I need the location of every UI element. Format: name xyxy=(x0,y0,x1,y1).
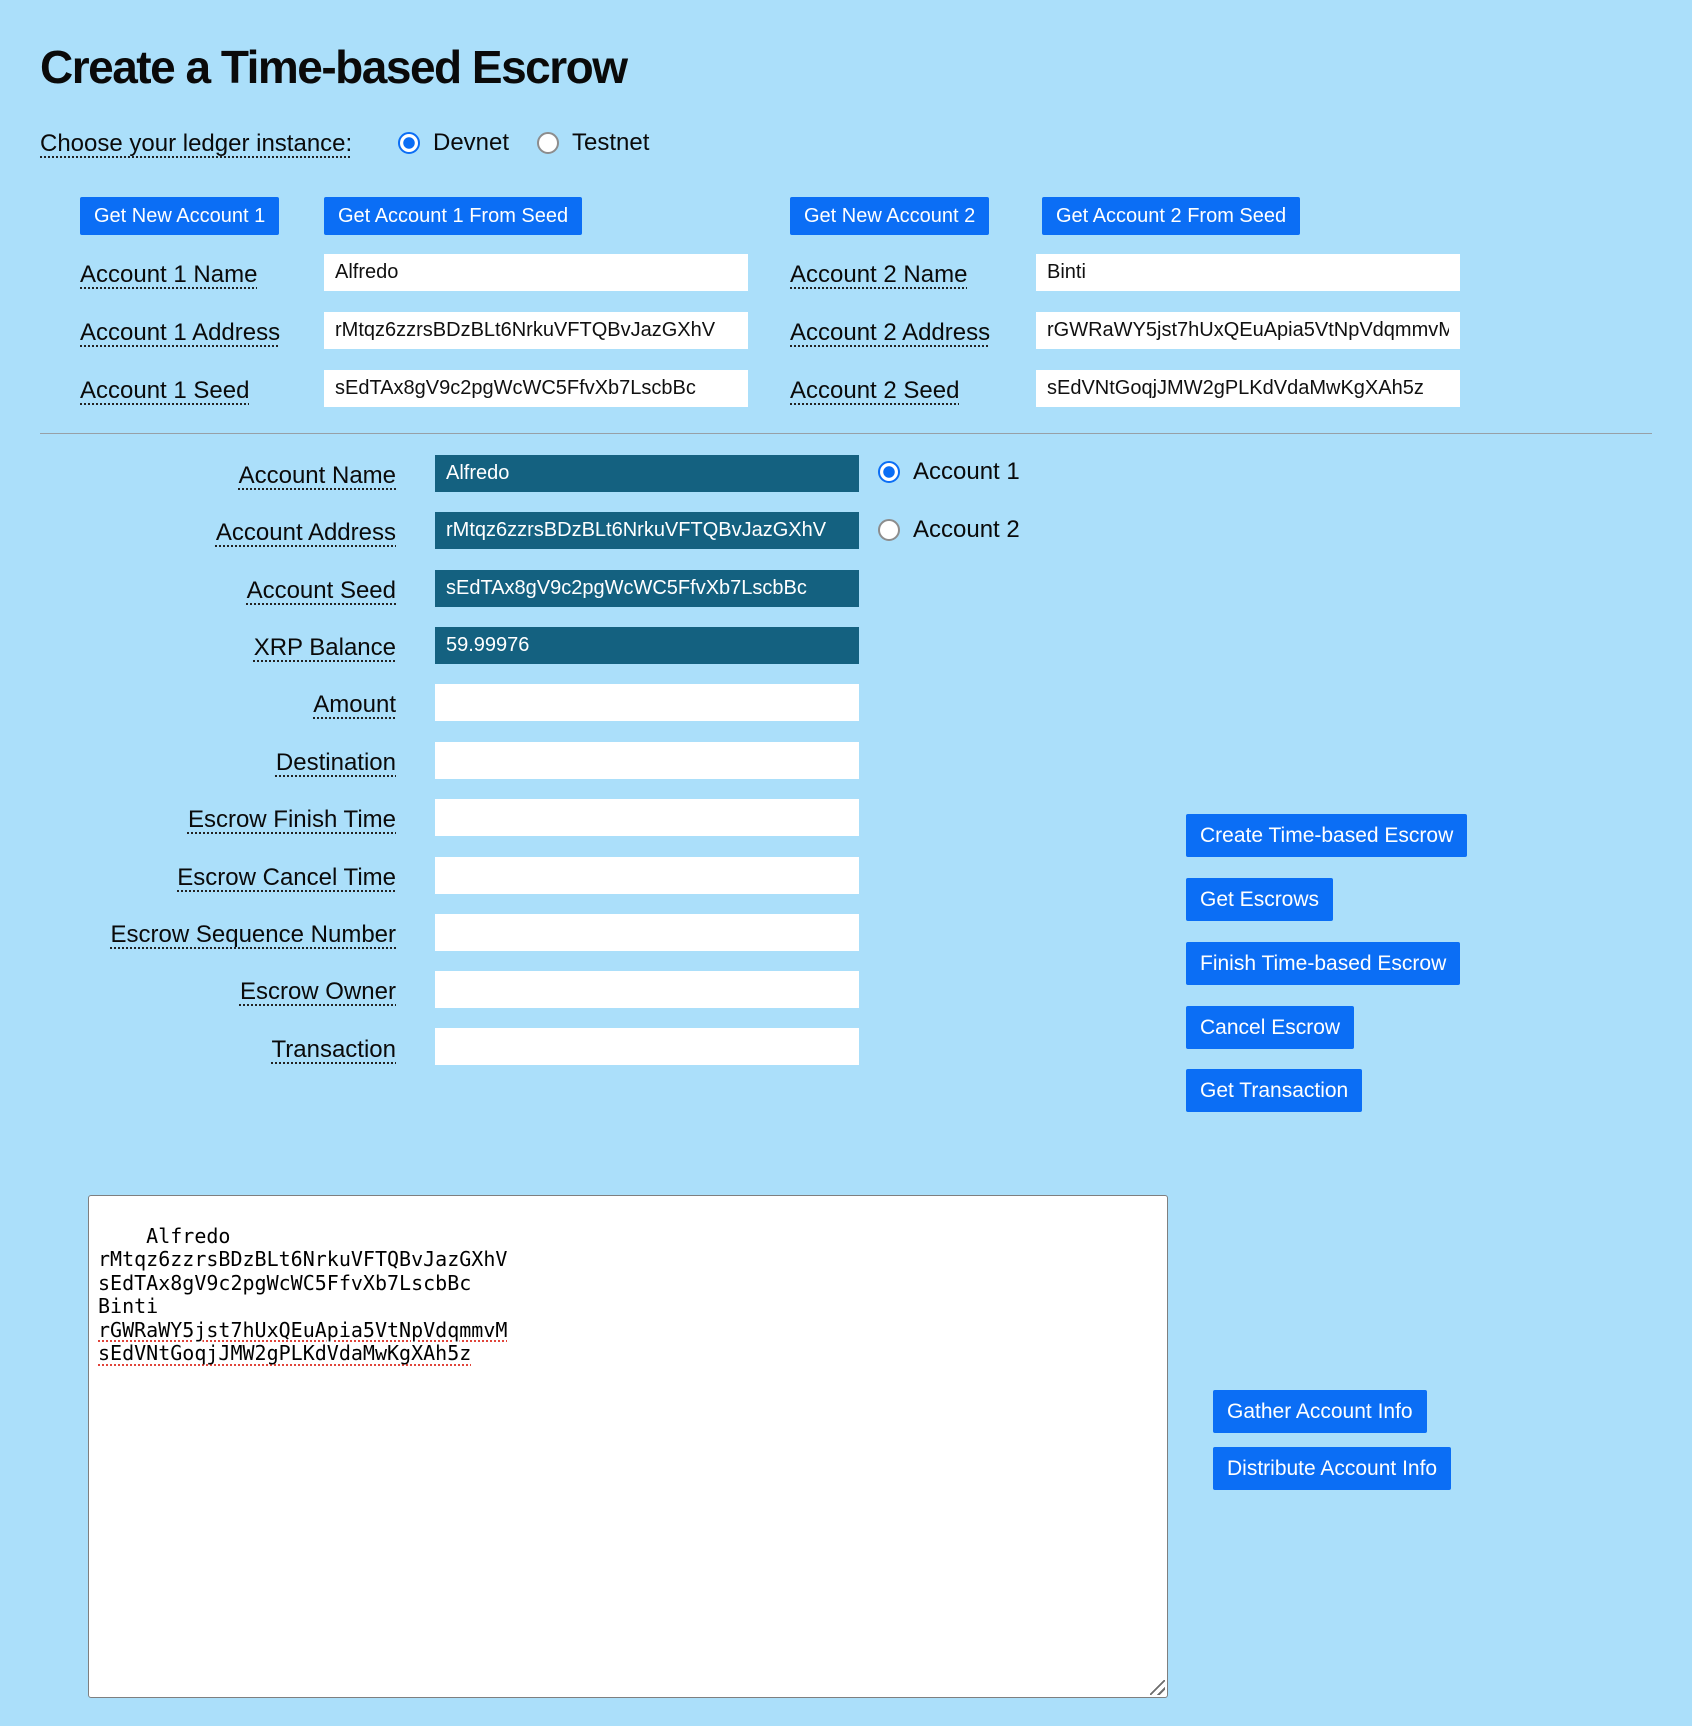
account-1-seed-label: Account 1 Seed xyxy=(80,377,250,404)
account-1-radio[interactable] xyxy=(878,461,900,483)
get-account-1-from-seed-button[interactable]: Get Account 1 From Seed xyxy=(324,197,583,235)
account-2-address-label: Account 2 Address xyxy=(790,319,991,346)
account-2-radio-label[interactable]: Account 2 xyxy=(913,516,1020,543)
amount-label: Amount xyxy=(313,691,396,718)
account-1-seed-input[interactable] xyxy=(324,370,748,407)
account-2-name-label: Account 2 Name xyxy=(790,261,968,288)
finish-time-based-escrow-button[interactable]: Finish Time-based Escrow xyxy=(1186,942,1461,985)
account-1-address-label: Account 1 Address xyxy=(80,319,281,346)
account-2-address-input[interactable] xyxy=(1036,312,1460,349)
xrp-balance-field[interactable] xyxy=(435,627,859,664)
account-2-seed-label: Account 2 Seed xyxy=(790,377,960,404)
escrow-cancel-time-label: Escrow Cancel Time xyxy=(177,864,396,891)
account-seed-label: Account Seed xyxy=(246,577,396,604)
section-divider xyxy=(40,433,1652,434)
xrp-balance-label: XRP Balance xyxy=(253,634,396,661)
results-line: rMtqz6zzrsBDzBLt6NrkuVFTQBvJazGXhV xyxy=(98,1247,508,1271)
destination-field[interactable] xyxy=(435,742,859,779)
textarea-resize-handle-icon[interactable] xyxy=(1150,1680,1165,1695)
account-address-field[interactable] xyxy=(435,512,859,549)
destination-label: Destination xyxy=(275,749,396,776)
devnet-radio[interactable] xyxy=(398,132,420,154)
account-2-name-input[interactable] xyxy=(1036,254,1460,291)
escrow-owner-label: Escrow Owner xyxy=(239,978,396,1005)
page-title: Create a Time-based Escrow xyxy=(40,41,628,93)
account-1-name-label: Account 1 Name xyxy=(80,261,258,288)
ledger-instance-label: Choose your ledger instance: xyxy=(40,130,353,157)
get-new-account-1-button[interactable]: Get New Account 1 xyxy=(80,197,280,235)
escrow-sequence-number-label: Escrow Sequence Number xyxy=(110,921,396,948)
account-name-label: Account Name xyxy=(238,462,396,489)
results-textarea[interactable]: Alfredo rMtqz6zzrsBDzBLt6NrkuVFTQBvJazGX… xyxy=(88,1195,1168,1698)
create-time-based-escrow-button[interactable]: Create Time-based Escrow xyxy=(1186,814,1468,857)
account-name-field[interactable] xyxy=(435,455,859,492)
escrow-cancel-time-field[interactable] xyxy=(435,857,859,894)
transaction-label: Transaction xyxy=(271,1036,397,1063)
escrow-owner-field[interactable] xyxy=(435,971,859,1008)
get-new-account-2-button[interactable]: Get New Account 2 xyxy=(790,197,990,235)
get-transaction-button[interactable]: Get Transaction xyxy=(1186,1069,1363,1112)
devnet-radio-label[interactable]: Devnet xyxy=(433,129,510,156)
results-line: Binti xyxy=(98,1294,159,1318)
escrow-sequence-number-field[interactable] xyxy=(435,914,859,951)
results-line: rGWRaWY5jst7hUxQEuApia5VtNpVdqmmvM xyxy=(98,1317,508,1342)
cancel-escrow-button[interactable]: Cancel Escrow xyxy=(1186,1006,1355,1049)
amount-field[interactable] xyxy=(435,684,859,721)
get-account-2-from-seed-button[interactable]: Get Account 2 From Seed xyxy=(1042,197,1301,235)
account-1-name-input[interactable] xyxy=(324,254,748,291)
escrow-finish-time-label: Escrow Finish Time xyxy=(187,806,396,833)
gather-account-info-button[interactable]: Gather Account Info xyxy=(1213,1390,1427,1433)
account-2-radio[interactable] xyxy=(878,519,900,541)
account-2-seed-input[interactable] xyxy=(1036,370,1460,407)
get-escrows-button[interactable]: Get Escrows xyxy=(1186,878,1334,921)
escrow-finish-time-field[interactable] xyxy=(435,799,859,836)
testnet-radio[interactable] xyxy=(537,132,559,154)
account-1-radio-label[interactable]: Account 1 xyxy=(913,458,1020,485)
results-line: sEdTAx8gV9c2pgWcWC5FfvXb7LscbBc xyxy=(98,1270,472,1295)
results-line: sEdVNtGoqjJMW2gPLKdVdaMwKgXAh5z xyxy=(98,1341,472,1365)
results-line: Alfredo xyxy=(146,1223,231,1248)
transaction-field[interactable] xyxy=(435,1028,859,1065)
account-seed-field[interactable] xyxy=(435,570,859,607)
testnet-radio-label[interactable]: Testnet xyxy=(572,129,650,156)
distribute-account-info-button[interactable]: Distribute Account Info xyxy=(1213,1447,1452,1490)
account-address-label: Account Address xyxy=(215,519,396,546)
account-1-address-input[interactable] xyxy=(324,312,748,349)
